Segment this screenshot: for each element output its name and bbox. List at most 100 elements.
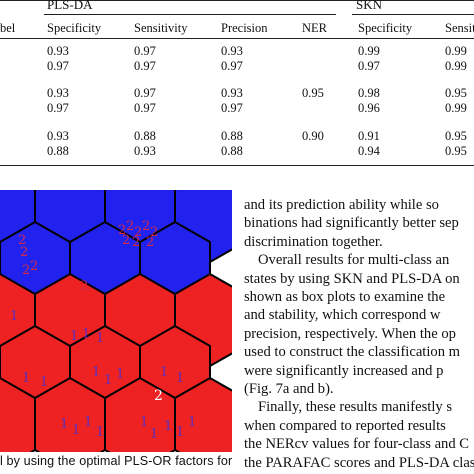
table-cell: 0.95 [302, 86, 324, 100]
table-cell: 0.96 [358, 101, 380, 115]
sample-label-1: 1 [22, 371, 30, 386]
group-header-skn: SKN [356, 0, 383, 12]
sample-label-1: 1 [40, 375, 48, 390]
table-cell: 0.93 [47, 129, 69, 143]
figure-caption: l by using the optimal PLS-OR factors fo… [0, 454, 233, 468]
sample-label-1: 1 [84, 415, 92, 430]
table-cell: 0.95 [445, 129, 467, 143]
body-text-line: binations had significantly better sep [244, 215, 459, 232]
table-cell: 0.88 [221, 144, 243, 158]
table-cell: 0.93 [134, 144, 156, 158]
body-text-line: were significantly increased and p [244, 362, 444, 379]
table-cell: 0.95 [445, 144, 467, 158]
sample-label-2: 2 [154, 388, 163, 404]
sample-label-1: 1 [176, 371, 184, 386]
sample-label-1: 1 [60, 417, 68, 432]
sample-label-1: 1 [164, 419, 172, 434]
table-cell: 0.99 [445, 59, 467, 73]
hex-cell-red [174, 376, 232, 452]
table-cell: 0.97 [134, 86, 156, 100]
sample-label-1: 1 [72, 423, 80, 438]
sample-label-2: 2 [118, 223, 126, 238]
body-text-line: Overall results for multi-class an [258, 252, 450, 269]
sample-label-1: 1 [140, 415, 148, 430]
group-rule-skn [352, 14, 474, 15]
header-bottom-rule [0, 38, 474, 39]
table-cell: 0.99 [445, 101, 467, 115]
sample-label-1: 1 [104, 373, 112, 388]
col-header-ner: NER [302, 21, 327, 35]
sample-label-1: 1 [82, 327, 90, 342]
group-header-plsda: PLS-DA [47, 0, 93, 12]
body-text-line: when compared to reported results [244, 417, 446, 434]
body-text-line: Finally, these results manifestly s [258, 399, 453, 416]
table-cell: 0.97 [358, 59, 380, 73]
som-hexagon-map: 2 2 2 2 2 2 2 2 2 2 2 2 2 1 1 1 1 1 1 1 … [0, 190, 232, 452]
table-cell: 0.99 [358, 44, 380, 58]
body-text-line: and its prediction ability while so [244, 197, 439, 213]
group-rule-plsda [44, 14, 336, 15]
sample-label-2: 2 [126, 219, 134, 234]
table-cell: 0.97 [221, 101, 243, 115]
table-cell: 0.88 [47, 144, 69, 158]
col-header-precision: Precision [221, 21, 268, 35]
sample-label-2: 2 [20, 245, 28, 260]
body-text-line: shown as box plots to examine the [244, 289, 446, 306]
sample-label-1: 1 [116, 367, 124, 382]
sample-label-1: 1 [188, 415, 196, 430]
body-text-line: and stability, which correspond w [244, 307, 441, 324]
col-header-skn-specificity: Specificity [358, 21, 413, 35]
body-text-line: the NERcv values for four-class and C [244, 436, 470, 453]
table-cell: 0.98 [358, 86, 380, 100]
table-cell: 0.93 [47, 86, 69, 100]
table-cell: 0.91 [358, 129, 380, 143]
table-cell: 0.93 [47, 44, 69, 58]
sample-labels: 2 2 2 2 2 2 2 2 2 2 2 2 2 1 1 1 1 1 1 1 … [10, 219, 196, 442]
row-label-header: bel [0, 21, 16, 35]
sample-label-2: 2 [146, 235, 154, 250]
sample-label-2: 2 [80, 279, 88, 294]
body-text-line: discrimination together. [244, 233, 383, 250]
table-cell: 0.97 [221, 59, 243, 73]
sample-label-2: 2 [132, 235, 140, 250]
sample-label-2: 2 [142, 219, 150, 234]
body-text-line: (Fig. 7a and b). [244, 381, 334, 398]
table-cell: 0.99 [445, 44, 467, 58]
sample-label-1: 1 [150, 427, 158, 442]
sample-label-2: 2 [22, 263, 30, 278]
table-cell: 0.94 [358, 144, 380, 158]
body-text-line: used to construct the classification m [244, 344, 461, 361]
table-bottom-rule [0, 165, 474, 166]
sample-label-2: 2 [30, 259, 38, 274]
sample-label-2: 2 [18, 233, 26, 248]
sample-label-2: 2 [122, 233, 130, 248]
sample-label-1: 1 [10, 309, 18, 324]
col-header-sensitivity: Sensitivity [134, 21, 188, 35]
sample-label-1: 1 [176, 425, 184, 440]
table-cell: 0.93 [221, 86, 243, 100]
body-text-column: and its prediction ability while so bina… [244, 196, 474, 472]
sample-label-1: 1 [92, 365, 100, 380]
sample-label-2: 2 [150, 225, 158, 240]
body-text-line: states by using SKN and PLS-DA on [244, 270, 460, 287]
table-cell: 0.97 [134, 59, 156, 73]
hex-cells [0, 190, 232, 452]
body-text-line: precision, respectively. When the op [244, 325, 456, 342]
table-cell: 0.93 [221, 44, 243, 58]
table-cell: 0.95 [445, 86, 467, 100]
sample-label-1: 1 [96, 331, 104, 346]
col-header-specificity: Specificity [47, 21, 102, 35]
table-cell: 0.97 [47, 101, 69, 115]
table-cell: 0.97 [134, 44, 156, 58]
sample-label-2: 2 [134, 225, 142, 240]
table-cell: 0.97 [47, 59, 69, 73]
sample-label-1: 1 [160, 365, 168, 380]
sample-label-1: 1 [96, 425, 104, 440]
table-cell: 0.97 [134, 101, 156, 115]
body-text-line: the PARAFAC scores and PLS-DA clas [244, 454, 474, 471]
table-cell: 0.88 [221, 129, 243, 143]
table-cell: 0.88 [134, 129, 156, 143]
col-header-skn-sensitivity: Sensiti [445, 21, 474, 35]
table-top-rule [0, 0, 474, 1]
table-cell: 0.90 [302, 129, 324, 143]
